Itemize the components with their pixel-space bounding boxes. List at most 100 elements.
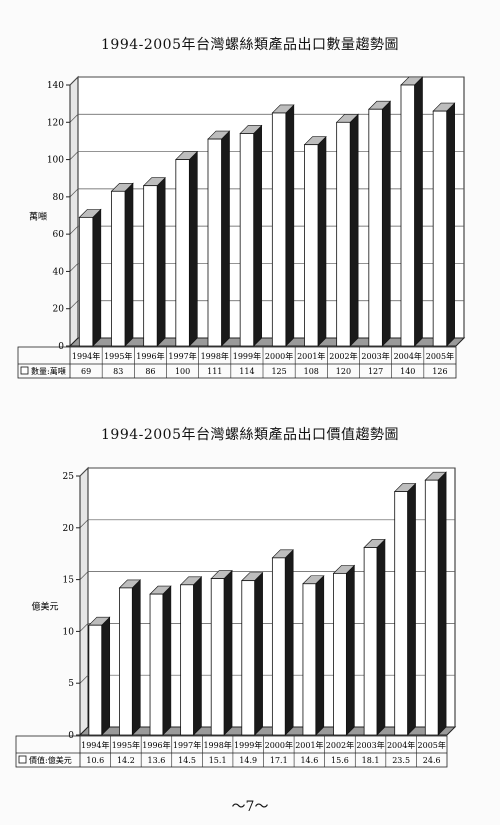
plot-back-wall — [77, 76, 465, 339]
bar — [180, 584, 194, 736]
data-label: 14.5 — [178, 756, 196, 765]
data-label: 83 — [113, 367, 123, 376]
bar-side — [223, 569, 233, 736]
x-tick-label: 1997年 — [173, 740, 201, 750]
y-tick-label: 5 — [68, 679, 74, 689]
y-axis-label: 億美元 — [31, 601, 58, 613]
x-tick-label: 1995年 — [104, 351, 132, 361]
gridline-side — [79, 571, 89, 580]
bar-side — [193, 576, 202, 736]
bar — [336, 121, 351, 347]
data-label: 14.9 — [239, 756, 257, 765]
bar-side — [284, 549, 294, 736]
data-label: 125 — [271, 367, 286, 376]
data-label: 14.2 — [117, 756, 135, 765]
bar — [149, 593, 164, 736]
x-tick-label: 1995年 — [112, 740, 140, 750]
quantity-chart: 020406080100120140萬噸1994年691995年831996年8… — [17, 75, 466, 379]
bar — [210, 578, 225, 736]
y-tick-label: 20 — [53, 305, 65, 315]
y-tick-label: 40 — [53, 267, 65, 277]
data-table — [15, 735, 448, 768]
bar-side — [346, 564, 355, 736]
data-label: 126 — [432, 367, 447, 376]
data-label: 100 — [175, 367, 190, 376]
chart-title-value: 1994-2005年台灣螺絲類產品出口價值趨勢圖 — [101, 427, 399, 443]
plot-floor — [78, 726, 457, 736]
gridline-side — [69, 300, 79, 309]
data-label: 10.6 — [86, 756, 104, 765]
bar — [368, 108, 383, 347]
x-tick-label: 1996年 — [142, 740, 170, 750]
data-label: 140 — [400, 367, 415, 376]
bar — [271, 557, 286, 736]
x-tick-label: 2004年 — [394, 351, 422, 361]
bar — [241, 580, 256, 736]
data-table — [17, 346, 457, 379]
legend-swatch — [18, 755, 27, 764]
bar — [143, 185, 158, 347]
bar-side — [101, 616, 111, 736]
bar-side — [437, 471, 447, 736]
bar — [239, 133, 255, 347]
x-tick-label: 1998年 — [203, 740, 231, 750]
bar-side — [162, 585, 172, 736]
y-tick-label: 20 — [63, 524, 75, 534]
y-tick-label: 100 — [47, 156, 64, 166]
data-label: 14.6 — [300, 756, 318, 765]
gridline-side — [69, 225, 79, 235]
x-tick-label: 2001年 — [295, 740, 323, 750]
plot-floor — [68, 337, 466, 347]
data-label: 23.5 — [392, 756, 410, 765]
bar — [333, 572, 347, 736]
gridline-side — [69, 263, 79, 272]
legend-swatch — [20, 366, 29, 375]
bar — [111, 190, 126, 347]
gridline-side — [69, 188, 79, 198]
y-tick-label: 120 — [47, 118, 64, 128]
bar-side — [315, 575, 325, 736]
y-tick-label: 140 — [47, 81, 64, 91]
data-label: 13.6 — [148, 756, 166, 765]
x-tick-label: 2003年 — [361, 351, 389, 361]
x-tick-label: 2003年 — [356, 740, 384, 750]
data-label: 69 — [81, 367, 91, 376]
gridline-side — [69, 76, 79, 86]
bar — [424, 479, 439, 736]
gridline-side — [79, 623, 89, 632]
gridline-side — [79, 674, 89, 684]
data-label: 24.6 — [423, 756, 441, 765]
x-tick-label: 2002年 — [329, 351, 357, 361]
y-tick-label: 60 — [53, 230, 65, 240]
x-tick-label: 1994年 — [81, 740, 109, 750]
gridline-side — [79, 467, 89, 477]
x-tick-label: 2000年 — [265, 740, 293, 750]
x-tick-label: 1998年 — [201, 351, 229, 361]
bar — [271, 112, 287, 347]
y-tick-label: 80 — [53, 193, 65, 203]
x-tick-label: 1999年 — [233, 351, 261, 361]
data-label: 127 — [368, 367, 383, 376]
legend-label: 價值:億美元 — [29, 755, 72, 765]
bar — [394, 491, 408, 736]
x-tick-label: 1996年 — [136, 351, 164, 361]
gridline-side — [69, 151, 79, 160]
bar — [78, 216, 94, 347]
plot-back-wall — [87, 467, 456, 728]
bar — [207, 138, 222, 347]
x-tick-label: 2005年 — [426, 351, 454, 361]
value-chart: 0510152025億美元1994年10.61995年14.21996年13.6… — [15, 466, 457, 768]
x-tick-label: 1999年 — [234, 740, 262, 750]
gridline-side — [69, 114, 79, 123]
plot-side-wall — [79, 466, 89, 737]
bar — [88, 624, 103, 736]
y-tick-label: 15 — [63, 576, 75, 586]
bar — [119, 587, 133, 736]
data-label: 86 — [145, 367, 155, 376]
bar — [302, 583, 317, 736]
x-tick-label: 1997年 — [168, 351, 196, 361]
x-tick-label: 1994年 — [72, 351, 100, 361]
data-label: 111 — [207, 367, 222, 376]
data-label: 17.1 — [270, 756, 288, 765]
data-label: 15.6 — [331, 756, 349, 765]
